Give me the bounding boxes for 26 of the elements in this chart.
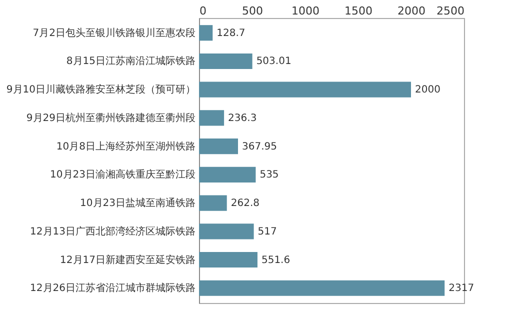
y-tick-label: 9月29日杭州至衢州铁路建德至衢州段: [26, 112, 196, 124]
data-label: 236.3: [228, 112, 257, 124]
y-tick-label: 12月13日广西北部湾经济区城际铁路: [30, 225, 196, 238]
data-label: 2000: [415, 84, 440, 96]
x-tick-label: 1500: [344, 4, 372, 18]
data-label: 503.01: [256, 56, 292, 68]
y-tick-label: 9月10日川藏铁路雅安至林芝段（预可研）: [6, 84, 196, 96]
data-label: 367.95: [242, 141, 278, 152]
x-tick-label: 2500: [436, 4, 464, 18]
data-label: 2317: [448, 283, 474, 294]
x-tick-label: 0: [200, 4, 206, 18]
y-tick-label: 7月2日包头至银川铁路银川至惠农段: [32, 26, 196, 39]
y-tick-label: 10月8日上海经苏州至湖州铁路: [56, 140, 196, 152]
data-label: 128.7: [216, 28, 246, 39]
data-label: 262.8: [230, 198, 260, 210]
y-tick-label: 12月17日新建西安至延安铁路: [60, 254, 196, 266]
y-tick-label: 10月23日盐城至南通铁路: [80, 197, 196, 210]
x-tick-label: 500: [242, 4, 263, 18]
y-tick-label: 8月15日江苏南沿江城际铁路: [66, 55, 196, 68]
x-tick-label: 2000: [398, 4, 426, 18]
x-tick-label: 1000: [292, 4, 320, 18]
data-label: 551.6: [261, 254, 290, 266]
data-label: 535: [260, 170, 279, 181]
y-tick-label: 12月26日江苏省沿江城市群城际铁路: [30, 282, 196, 294]
data-label: 517: [258, 226, 277, 238]
y-tick-label: 10月23日渝湘高铁重庆至黔江段: [50, 168, 196, 181]
